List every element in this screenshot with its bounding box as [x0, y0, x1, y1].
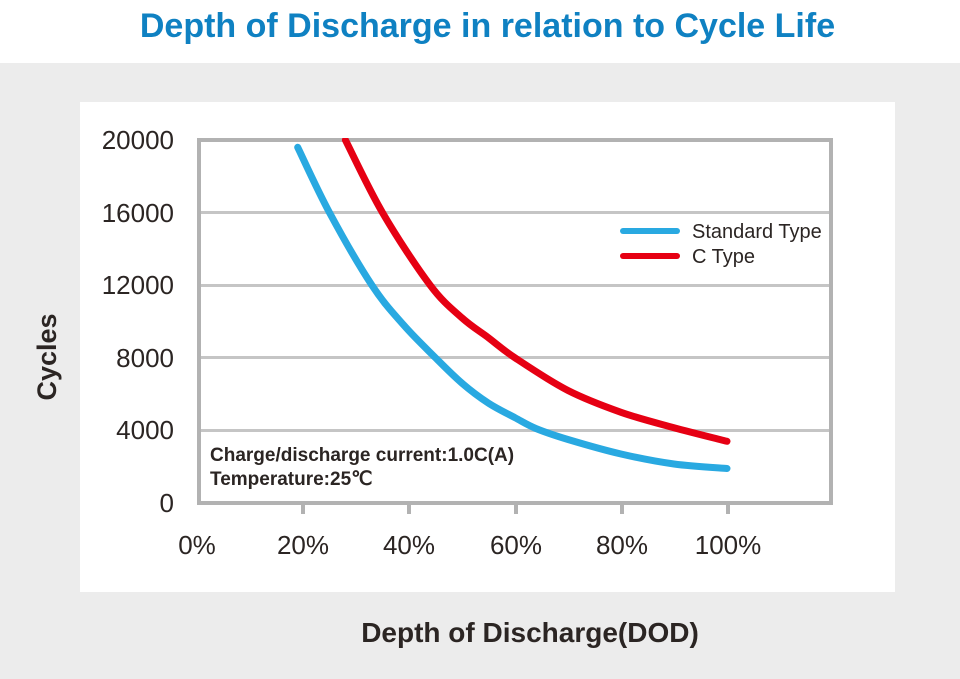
x-tick-label-80: 80%	[595, 530, 649, 560]
x-tick-label-60: 60%	[489, 530, 543, 560]
y-tick-label-12000: 12000	[101, 270, 174, 300]
y-tick-label-20000: 20000	[101, 125, 174, 155]
x-axis-title: Depth of Discharge(DOD)	[361, 617, 699, 648]
legend-swatch-c-type	[620, 253, 680, 259]
c-type-curve	[341, 138, 731, 445]
x-tick-mark-100	[726, 505, 730, 514]
x-tick-label-0: 0%	[178, 530, 216, 560]
gridline-4000	[201, 429, 829, 432]
legend-swatch-standard-type	[620, 228, 680, 234]
standard-type-curve	[294, 143, 731, 472]
page-title: Depth of Discharge in relation to Cycle …	[139, 7, 836, 45]
x-tick-label-40: 40%	[382, 530, 436, 560]
chart-canvas	[294, 138, 731, 472]
gridline-16000	[201, 211, 829, 214]
legend-label-c-type: C Type	[692, 246, 755, 268]
annotation-line1: Charge/discharge current:1.0C(A)	[210, 445, 515, 466]
x-tick-label-100: 100%	[694, 530, 762, 560]
x-tick-mark-40	[407, 505, 411, 514]
x-tick-mark-20	[301, 505, 305, 514]
x-tick-label-20: 20%	[276, 530, 330, 560]
y-tick-label-0: 0	[159, 488, 174, 518]
y-tick-label-8000: 8000	[116, 343, 174, 373]
annotation-line2: Temperature:25℃	[210, 469, 373, 490]
gridline-12000	[201, 284, 829, 287]
y-tick-label-16000: 16000	[101, 198, 174, 228]
x-tick-mark-60	[514, 505, 518, 514]
legend-label-standard-type: Standard Type	[692, 221, 822, 243]
annotation: Charge/discharge current:1.0C(A) Tempera…	[210, 444, 514, 492]
x-tick-mark-80	[620, 505, 624, 514]
y-tick-label-4000: 4000	[116, 415, 174, 445]
